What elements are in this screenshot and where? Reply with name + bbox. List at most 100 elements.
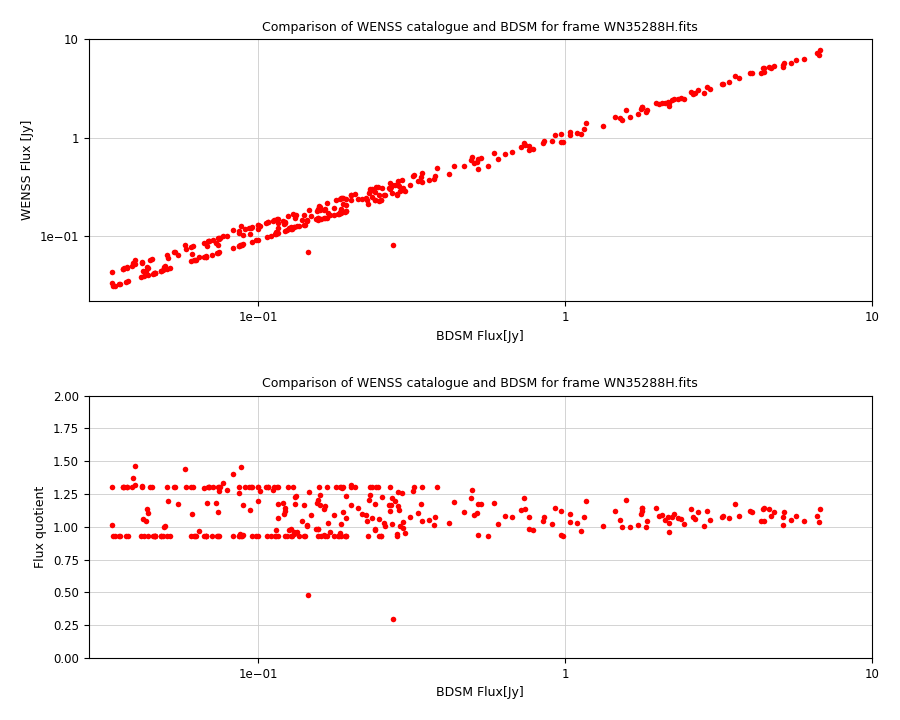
Point [570, 127, 584, 138]
Point [447, 496, 462, 508]
Point [536, 515, 550, 526]
Point [297, 219, 311, 230]
Point [684, 86, 698, 97]
Point [309, 523, 323, 534]
Point [198, 530, 212, 541]
Point [304, 210, 319, 222]
Point [112, 279, 126, 290]
Point [301, 589, 315, 600]
Point [128, 460, 142, 472]
Point [767, 60, 781, 72]
Point [332, 482, 347, 493]
Point [200, 240, 214, 251]
Point [573, 128, 588, 140]
Point [145, 482, 159, 493]
Point [107, 530, 122, 541]
Point [136, 513, 150, 525]
Point [251, 482, 266, 493]
Point [112, 530, 126, 541]
Point [156, 264, 170, 276]
Point [336, 192, 350, 204]
Point [287, 221, 302, 233]
Point [623, 112, 637, 123]
Point [156, 530, 170, 541]
Point [139, 265, 153, 276]
Point [776, 519, 790, 531]
Point [390, 189, 404, 200]
Point [146, 268, 160, 279]
Point [596, 521, 610, 532]
Point [167, 482, 182, 493]
Point [125, 472, 140, 484]
Point [375, 182, 390, 194]
Point [281, 210, 295, 221]
Point [577, 511, 591, 523]
Point [464, 154, 478, 166]
Point [554, 529, 569, 541]
Point [387, 495, 401, 507]
Point [278, 217, 293, 229]
Point [236, 229, 250, 240]
Point [406, 485, 420, 497]
Point [447, 161, 462, 172]
Point [311, 523, 326, 535]
Point [350, 503, 365, 514]
Point [290, 220, 304, 232]
Point [373, 189, 387, 201]
Point [320, 207, 335, 219]
Point [120, 261, 134, 273]
Point [238, 224, 252, 235]
Point [133, 271, 148, 283]
Point [382, 505, 397, 517]
Point [116, 482, 130, 493]
Point [522, 144, 536, 156]
Point [317, 530, 331, 541]
Point [563, 129, 578, 140]
Point [236, 530, 250, 541]
Point [258, 482, 273, 493]
Point [211, 247, 225, 258]
Point [334, 482, 348, 493]
Point [121, 276, 135, 287]
Point [125, 258, 140, 269]
Point [225, 242, 239, 253]
Point [623, 521, 637, 533]
Point [472, 498, 486, 509]
Point [368, 194, 382, 205]
Point [335, 193, 349, 204]
Point [271, 222, 285, 233]
Point [658, 514, 672, 526]
Point [161, 495, 176, 507]
Point [754, 67, 769, 78]
Point [467, 509, 482, 521]
Point [314, 530, 328, 541]
Point [128, 480, 142, 491]
Point [319, 203, 333, 215]
Point [331, 530, 346, 541]
Point [119, 530, 133, 541]
Point [146, 530, 160, 541]
Point [320, 530, 334, 541]
Point [715, 78, 729, 90]
Point [204, 530, 219, 541]
Point [328, 482, 343, 493]
Point [167, 246, 182, 258]
Point [232, 530, 247, 541]
Point [154, 530, 168, 541]
Point [226, 225, 240, 236]
Point [684, 503, 698, 514]
Point [365, 183, 380, 194]
Point [154, 265, 168, 276]
Point [267, 530, 282, 541]
Point [788, 55, 803, 66]
Title: Comparison of WENSS catalogue and BDSM for frame WN35288H.fits: Comparison of WENSS catalogue and BDSM f… [262, 377, 698, 390]
Point [392, 500, 406, 512]
Point [285, 223, 300, 235]
Point [334, 203, 348, 215]
Point [413, 498, 428, 510]
Point [648, 97, 662, 109]
Point [359, 510, 374, 521]
Point [137, 530, 151, 541]
Point [635, 102, 650, 113]
Point [343, 479, 357, 490]
